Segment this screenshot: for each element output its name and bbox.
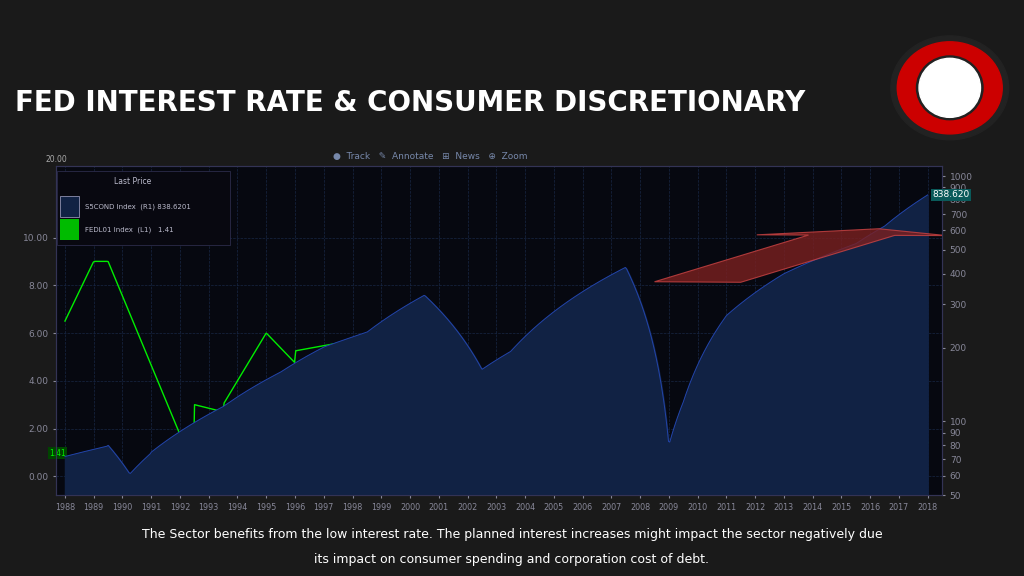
Text: FED INTEREST RATE & CONSUMER DISCRETIONARY: FED INTEREST RATE & CONSUMER DISCRETIONA… <box>15 89 806 117</box>
Bar <box>57 171 230 245</box>
Text: 838.620: 838.620 <box>932 191 970 199</box>
Ellipse shape <box>891 36 1009 140</box>
Ellipse shape <box>920 58 981 118</box>
Text: S5COND Index  (R1) 838.6201: S5COND Index (R1) 838.6201 <box>85 203 190 210</box>
Polygon shape <box>692 457 893 477</box>
Ellipse shape <box>897 42 1002 134</box>
Text: Last Price: Last Price <box>114 177 152 187</box>
Text: FEDL01 Index  (L1)   1.41: FEDL01 Index (L1) 1.41 <box>85 226 173 233</box>
Text: its impact on consumer spending and corporation cost of debt.: its impact on consumer spending and corp… <box>314 553 710 566</box>
Ellipse shape <box>916 56 983 120</box>
Text: 1.41: 1.41 <box>49 449 66 458</box>
Text: The Sector benefits from the low interest rate. The planned interest increases m: The Sector benefits from the low interes… <box>141 528 883 541</box>
Text: 20.00: 20.00 <box>46 156 68 164</box>
Bar <box>59 195 79 217</box>
Text: ●  Track   ✎  Annotate   ⊞  News   ⊕  Zoom: ● Track ✎ Annotate ⊞ News ⊕ Zoom <box>333 152 527 161</box>
Polygon shape <box>654 229 946 282</box>
Bar <box>59 219 79 240</box>
